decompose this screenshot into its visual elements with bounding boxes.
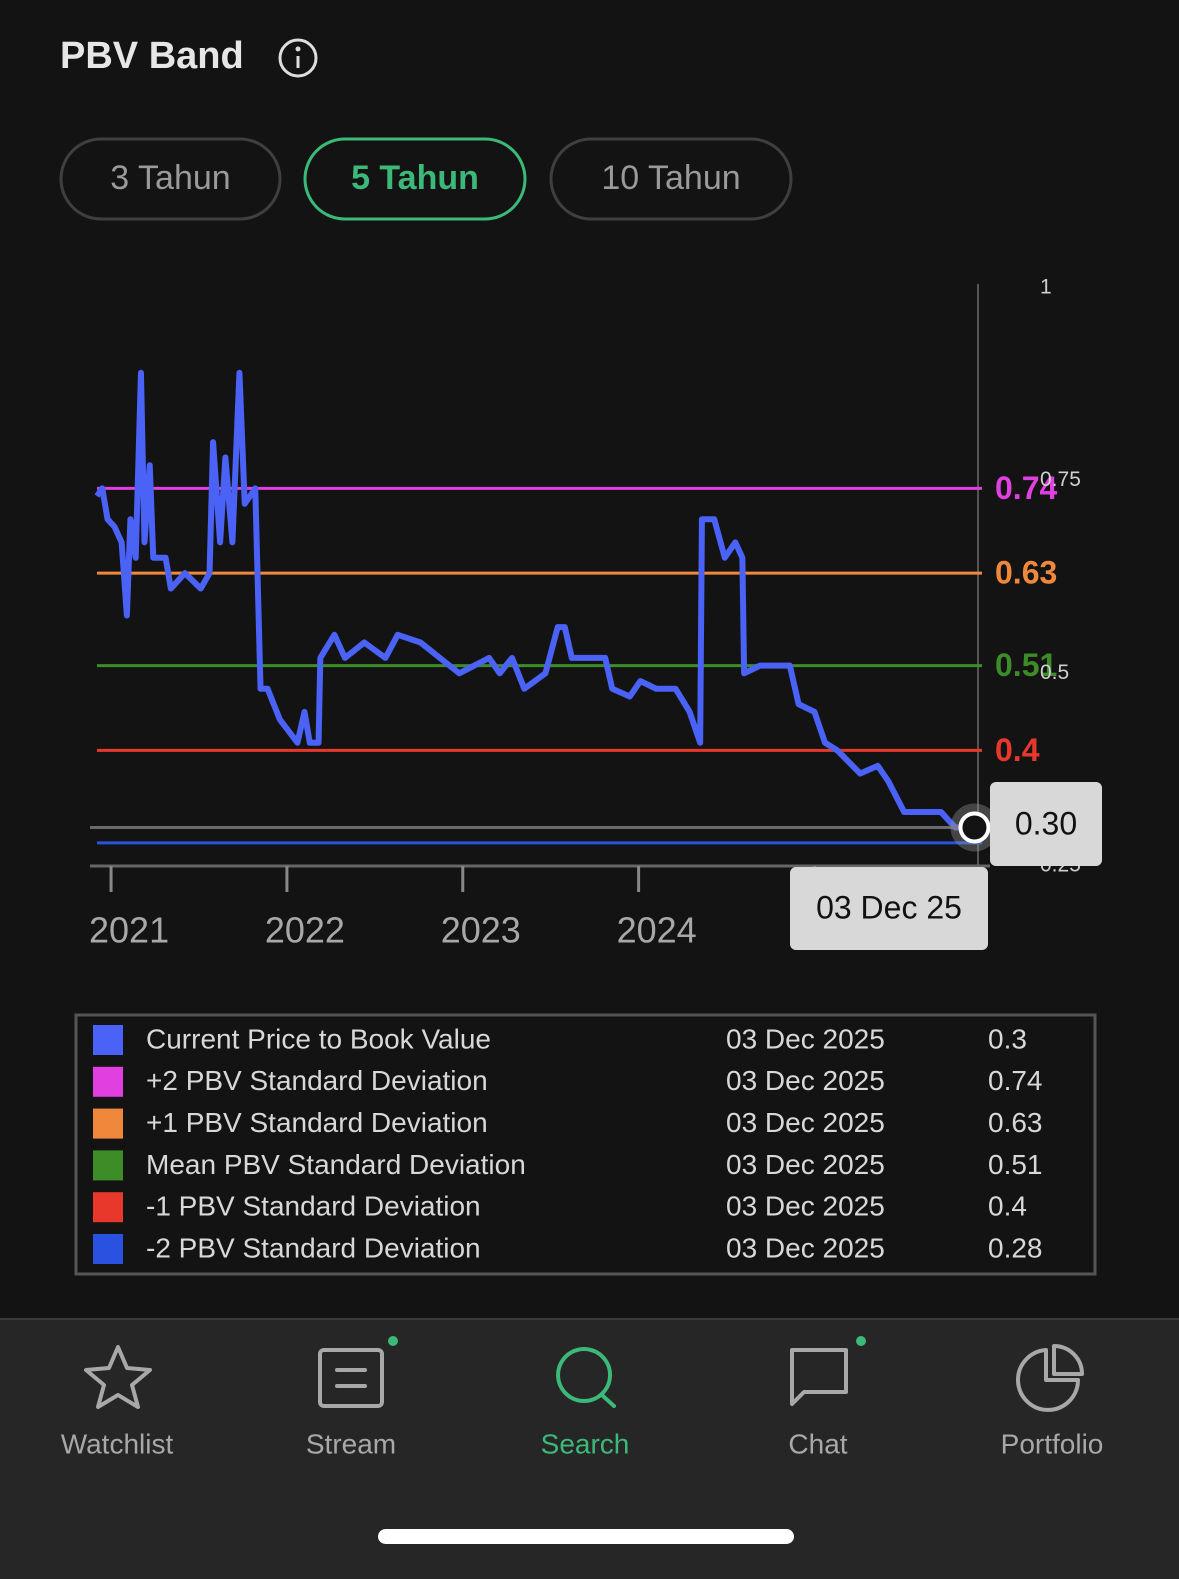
y-tick-label: 0.5 xyxy=(1040,661,1069,684)
nav-icon xyxy=(790,1348,848,1406)
tab-label: 3 Tahun xyxy=(110,159,230,197)
series-line xyxy=(94,369,975,831)
legend-name: -1 PBV Standard Deviation xyxy=(146,1191,481,1222)
legend-value: 0.3 xyxy=(988,1023,1027,1054)
tab[interactable]: 3 Tahun xyxy=(59,137,282,221)
nav-item[interactable]: Portfolio xyxy=(1001,1344,1104,1459)
legend-value: 0.4 xyxy=(988,1191,1027,1222)
nav-label: Portfolio xyxy=(1001,1428,1104,1459)
legend-date: 03 Dec 2025 xyxy=(726,1191,885,1222)
legend-value: 0.51 xyxy=(988,1149,1043,1180)
legend-name: +1 PBV Standard Deviation xyxy=(146,1107,488,1138)
legend-date: 03 Dec 2025 xyxy=(726,1065,885,1096)
title: PBV Band xyxy=(60,35,244,77)
nav-icon xyxy=(318,1348,384,1408)
nav-label: Search xyxy=(541,1428,630,1459)
legend-swatch xyxy=(93,1108,123,1139)
nav-icon xyxy=(1016,1344,1084,1412)
legend-name: Current Price to Book Value xyxy=(146,1023,491,1054)
nav-item[interactable]: Stream xyxy=(306,1348,396,1459)
x-tick-label: 2023 xyxy=(441,910,521,951)
legend-date: 03 Dec 2025 xyxy=(726,1107,885,1138)
x-tick-label: 2021 xyxy=(89,910,169,951)
info-icon[interactable] xyxy=(278,38,318,78)
legend-name: +2 PBV Standard Deviation xyxy=(146,1065,488,1096)
legend-box xyxy=(74,1013,1097,1276)
legend-swatch xyxy=(93,1150,123,1181)
tab-bg xyxy=(59,137,282,221)
legend-value: 0.63 xyxy=(988,1107,1043,1138)
nav-item[interactable]: Chat xyxy=(788,1348,848,1459)
nav-label: Stream xyxy=(306,1428,396,1459)
nav-item[interactable]: Search xyxy=(541,1347,630,1459)
y-tick-label: 1 xyxy=(1040,276,1052,299)
band-label: 0.4 xyxy=(995,732,1040,768)
legend-date: 03 Dec 2025 xyxy=(726,1149,885,1180)
tab[interactable]: 10 Tahun xyxy=(549,137,793,221)
notification-dot xyxy=(388,1336,398,1346)
legend-date: 03 Dec 2025 xyxy=(726,1023,885,1054)
legend-swatch xyxy=(93,1066,123,1097)
date-tooltip xyxy=(790,867,988,950)
nav-item[interactable]: Watchlist xyxy=(61,1345,174,1459)
legend-name: Mean PBV Standard Deviation xyxy=(146,1149,526,1180)
x-tick-label: 2022 xyxy=(265,910,345,951)
band-label: 0.74 xyxy=(995,470,1057,506)
nav-label: Chat xyxy=(788,1428,847,1459)
legend-swatch xyxy=(93,1025,123,1055)
legend-date: 03 Dec 2025 xyxy=(726,1232,885,1263)
legend-value: 0.74 xyxy=(988,1065,1043,1096)
legend-swatch xyxy=(93,1234,123,1264)
band-label: 0.63 xyxy=(995,555,1057,591)
legend-swatch xyxy=(93,1192,123,1223)
legend-name: -2 PBV Standard Deviation xyxy=(146,1232,481,1263)
x-tick-label: 2024 xyxy=(617,910,697,951)
nav-icon xyxy=(556,1347,616,1408)
value-tooltip xyxy=(990,782,1102,866)
tab-label: 5 Tahun xyxy=(351,159,479,197)
date-tooltip-label: 03 Dec 25 xyxy=(816,889,962,925)
legend-value: 0.28 xyxy=(988,1232,1043,1263)
nav-icon xyxy=(84,1345,152,1409)
tab-bg xyxy=(303,137,527,221)
tab-label: 10 Tahun xyxy=(601,159,740,197)
tab-bg xyxy=(549,137,793,221)
nav-label: Watchlist xyxy=(61,1428,174,1459)
value-tooltip-label: 0.30 xyxy=(1015,805,1077,841)
tab[interactable]: 5 Tahun xyxy=(303,137,527,221)
crosshair-dot xyxy=(958,811,991,844)
y-tick-label: 0.75 xyxy=(1040,468,1081,491)
notification-dot xyxy=(856,1336,866,1346)
home-indicator xyxy=(378,1529,794,1544)
band-label: 0.51 xyxy=(995,647,1057,683)
